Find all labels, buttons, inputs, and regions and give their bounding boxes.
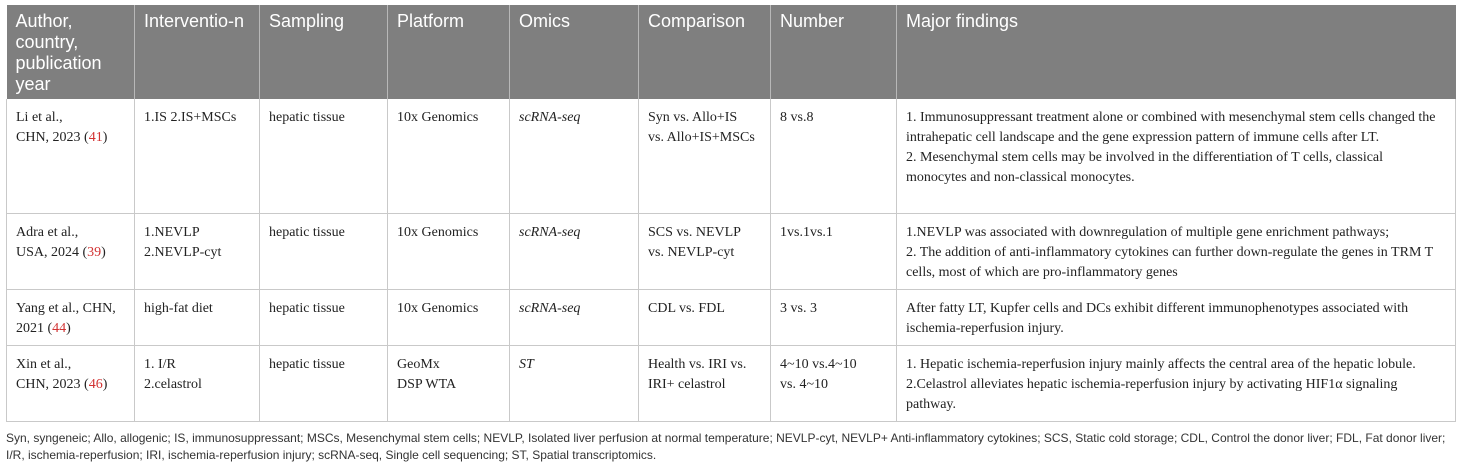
intervention-line: 1.NEVLP xyxy=(144,224,200,240)
table-footnote: Syn, syngeneic; Allo, allogenic; IS, imm… xyxy=(6,431,1446,462)
author-line: Xin et al., xyxy=(16,356,72,372)
intervention-line: 1.IS 2.IS+MSCs xyxy=(144,110,237,125)
platform-cell: 10x Genomics xyxy=(387,289,510,346)
platform-line: 10x Genomics xyxy=(397,300,479,316)
findings-cell: 1. Immunosuppressant treatment alone or … xyxy=(896,99,1456,214)
intervention-cell: 1.IS 2.IS+MSCs xyxy=(134,99,260,214)
table-row: Yang et al., CHN, 2021 (44) high-fat die… xyxy=(6,289,1456,346)
number-line: vs. 4~10 xyxy=(780,376,829,392)
platform-line: DSP WTA xyxy=(397,376,457,392)
header-omics: Omics xyxy=(509,5,639,99)
comparison-line: Health vs. IRI vs. xyxy=(648,356,747,372)
comparison-line: IRI+ celastrol xyxy=(648,376,726,392)
omics-cell: scRNA-seq xyxy=(509,99,639,214)
intervention-line: 2.celastrol xyxy=(144,376,202,392)
sampling-cell: hepatic tissue xyxy=(259,99,388,214)
sampling-cell: hepatic tissue xyxy=(259,345,388,422)
comparison-cell: Health vs. IRI vs. IRI+ celastrol xyxy=(638,345,771,422)
findings-cell: 1.NEVLP was associated with downregulati… xyxy=(896,213,1456,290)
platform-line: 10x Genomics xyxy=(397,110,479,125)
header-major-findings: Major findings xyxy=(896,5,1456,99)
comparison-line: vs. Allo+IS+MSCs xyxy=(648,130,755,145)
author-year: CHN, 2023 ( xyxy=(16,130,89,145)
intervention-cell: 1. I/R 2.celastrol xyxy=(134,345,260,422)
platform-cell: 10x Genomics xyxy=(387,213,510,290)
sampling-cell: hepatic tissue xyxy=(259,213,388,290)
number-line: 4~10 vs.4~10 xyxy=(780,356,857,372)
table-row: Li et al., CHN, 2023 (41) 1.IS 2.IS+MSCs… xyxy=(6,99,1456,214)
comparison-line: SCS vs. NEVLP xyxy=(648,224,741,240)
author-line: Li et al., xyxy=(16,110,63,125)
author-year: CHN, 2023 ( xyxy=(16,376,89,392)
number-cell: 3 vs. 3 xyxy=(770,289,897,346)
finding-line: After fatty LT, Kupfer cells and DCs exh… xyxy=(906,300,1409,336)
finding-line: 2.Celastrol alleviates hepatic ischemia-… xyxy=(906,376,1398,412)
author-line: Yang et al., CHN, xyxy=(16,300,116,316)
intervention-cell: 1.NEVLP 2.NEVLP-cyt xyxy=(134,213,260,290)
platform-line: 10x Genomics xyxy=(397,224,479,240)
header-row: Author, country, publication year Interv… xyxy=(6,5,1456,99)
number-cell: 4~10 vs.4~10 vs. 4~10 xyxy=(770,345,897,422)
intervention-cell: high-fat diet xyxy=(134,289,260,346)
finding-line: 1.NEVLP was associated with downregulati… xyxy=(906,224,1390,240)
comparison-cell: Syn vs. Allo+IS vs. Allo+IS+MSCs xyxy=(638,99,771,214)
comparison-cell: CDL vs. FDL xyxy=(638,289,771,346)
omics-cell: scRNA-seq xyxy=(509,289,639,346)
header-author: Author, country, publication year xyxy=(6,5,135,99)
intervention-line: 2.NEVLP-cyt xyxy=(144,244,222,260)
author-close: ) xyxy=(101,244,106,260)
findings-cell: After fatty LT, Kupfer cells and DCs exh… xyxy=(896,289,1456,346)
header-intervention: Interventio-n xyxy=(134,5,260,99)
header-sampling: Sampling xyxy=(259,5,388,99)
header-comparison: Comparison xyxy=(638,5,771,99)
finding-line: 2. Mesenchymal stem cells may be involve… xyxy=(906,150,1384,185)
author-cell: Xin et al., CHN, 2023 (46) xyxy=(6,345,135,422)
number-line: 1vs.1vs.1 xyxy=(780,224,833,240)
intervention-line: high-fat diet xyxy=(144,300,213,316)
comparison-line: CDL vs. FDL xyxy=(648,300,725,316)
reference-link[interactable]: 46 xyxy=(88,376,103,392)
author-year: USA, 2024 ( xyxy=(16,244,88,260)
author-close: ) xyxy=(102,376,108,392)
header-platform: Platform xyxy=(387,5,510,99)
findings-cell: 1. Hepatic ischemia-reperfusion injury m… xyxy=(896,345,1456,422)
number-line: 3 vs. 3 xyxy=(780,300,817,316)
platform-cell: GeoMx DSP WTA xyxy=(387,345,510,422)
platform-cell: 10x Genomics xyxy=(387,99,510,214)
comparison-cell: SCS vs. NEVLP vs. NEVLP-cyt xyxy=(638,213,771,290)
author-cell: Li et al., CHN, 2023 (41) xyxy=(6,99,135,214)
finding-line: 1. Immunosuppressant treatment alone or … xyxy=(906,110,1436,145)
comparison-line: Syn vs. Allo+IS xyxy=(648,110,738,125)
finding-line: 2. The addition of anti-inflammatory cyt… xyxy=(906,244,1433,280)
finding-line: 1. Hepatic ischemia-reperfusion injury m… xyxy=(906,356,1416,372)
intervention-line: 1. I/R xyxy=(144,356,176,372)
study-table-container: Author, country, publication year Interv… xyxy=(6,5,1456,422)
author-year: 2021 ( xyxy=(16,320,53,336)
platform-line: GeoMx xyxy=(397,356,440,372)
sampling-cell: hepatic tissue xyxy=(259,289,388,346)
study-table: Author, country, publication year Interv… xyxy=(6,5,1456,422)
number-cell: 8 vs.8 xyxy=(770,99,897,214)
author-close: ) xyxy=(102,130,108,145)
author-close: ) xyxy=(66,320,71,336)
author-cell: Yang et al., CHN, 2021 (44) xyxy=(6,289,135,346)
comparison-line: vs. NEVLP-cyt xyxy=(648,244,735,260)
number-line: 8 vs.8 xyxy=(780,110,814,125)
table-row: Adra et al., USA, 2024 (39) 1.NEVLP 2.NE… xyxy=(6,213,1456,290)
author-cell: Adra et al., USA, 2024 (39) xyxy=(6,213,135,290)
omics-cell: ST xyxy=(509,345,639,422)
reference-link[interactable]: 39 xyxy=(87,244,102,260)
author-line: Adra et al., xyxy=(16,224,79,240)
number-cell: 1vs.1vs.1 xyxy=(770,213,897,290)
table-row: Xin et al., CHN, 2023 (46) 1. I/R 2.cela… xyxy=(6,345,1456,422)
reference-link[interactable]: 41 xyxy=(88,130,103,145)
reference-link[interactable]: 44 xyxy=(52,320,67,336)
omics-cell: scRNA-seq xyxy=(509,213,639,290)
header-number: Number xyxy=(770,5,897,99)
